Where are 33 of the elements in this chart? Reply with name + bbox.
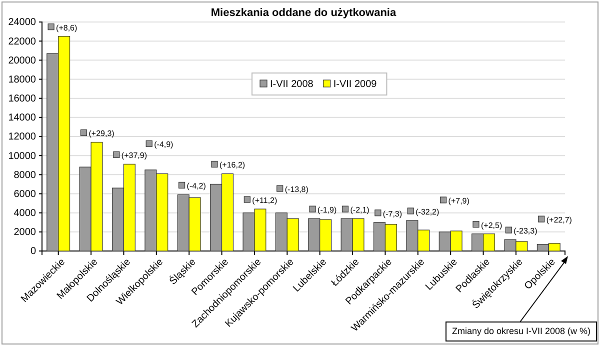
legend-label: I-VII 2008: [270, 79, 314, 90]
y-tick-label: 4000: [14, 208, 36, 220]
y-tick-label: 6000: [14, 188, 36, 200]
text: Zmiany do okresu I-VII 2008 (w %): [452, 326, 591, 336]
y-tick-label: 2000: [14, 227, 36, 238]
annotation: (+7,9): [448, 196, 470, 206]
annotation: (-4,2): [186, 182, 206, 191]
annotation: (+29,3): [88, 129, 115, 138]
annotation: (+37,9): [121, 151, 148, 160]
y-tick-label: 24000: [8, 17, 36, 28]
y-tick-label: 12000: [8, 132, 36, 143]
annotation: (-1,9): [318, 206, 337, 215]
annotation: (+11,2): [252, 196, 278, 206]
y-tick-label: 0: [30, 246, 36, 258]
y-tick-label: 22000: [8, 36, 36, 48]
y-tick-label: 16000: [8, 94, 36, 105]
annotation: (-32,2): [416, 207, 440, 216]
annotation: (-2,1): [350, 206, 370, 215]
annotation: (+22,7): [546, 216, 572, 225]
annotation: (-13,8): [284, 185, 309, 194]
y-tick-label: 20000: [8, 55, 36, 66]
annotation: (+8,6): [56, 23, 78, 32]
y-tick-label: 10000: [8, 150, 36, 162]
annotation: (-4,9): [154, 140, 174, 150]
annotation: (-7,3): [382, 209, 402, 218]
y-tick-label: 8000: [14, 170, 36, 181]
annotation: (+16,2): [219, 160, 246, 170]
y-tick-label: 18000: [8, 74, 36, 86]
annotation: (+2,5): [480, 220, 502, 230]
chart-title: Mieszkania oddane do użytkowania: [210, 7, 397, 19]
legend-label: I-VII 2009: [333, 79, 378, 90]
annotation: (-23,3): [514, 226, 538, 236]
y-tick-label: 14000: [8, 112, 36, 124]
